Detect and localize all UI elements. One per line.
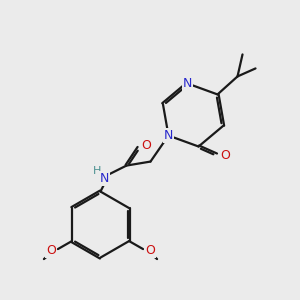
Text: O: O (142, 139, 152, 152)
Text: O: O (145, 244, 155, 256)
Text: N: N (100, 172, 109, 185)
Text: N: N (183, 77, 192, 90)
Text: O: O (220, 149, 230, 162)
Text: O: O (46, 244, 56, 256)
Text: H: H (93, 166, 102, 176)
Text: N: N (164, 129, 173, 142)
